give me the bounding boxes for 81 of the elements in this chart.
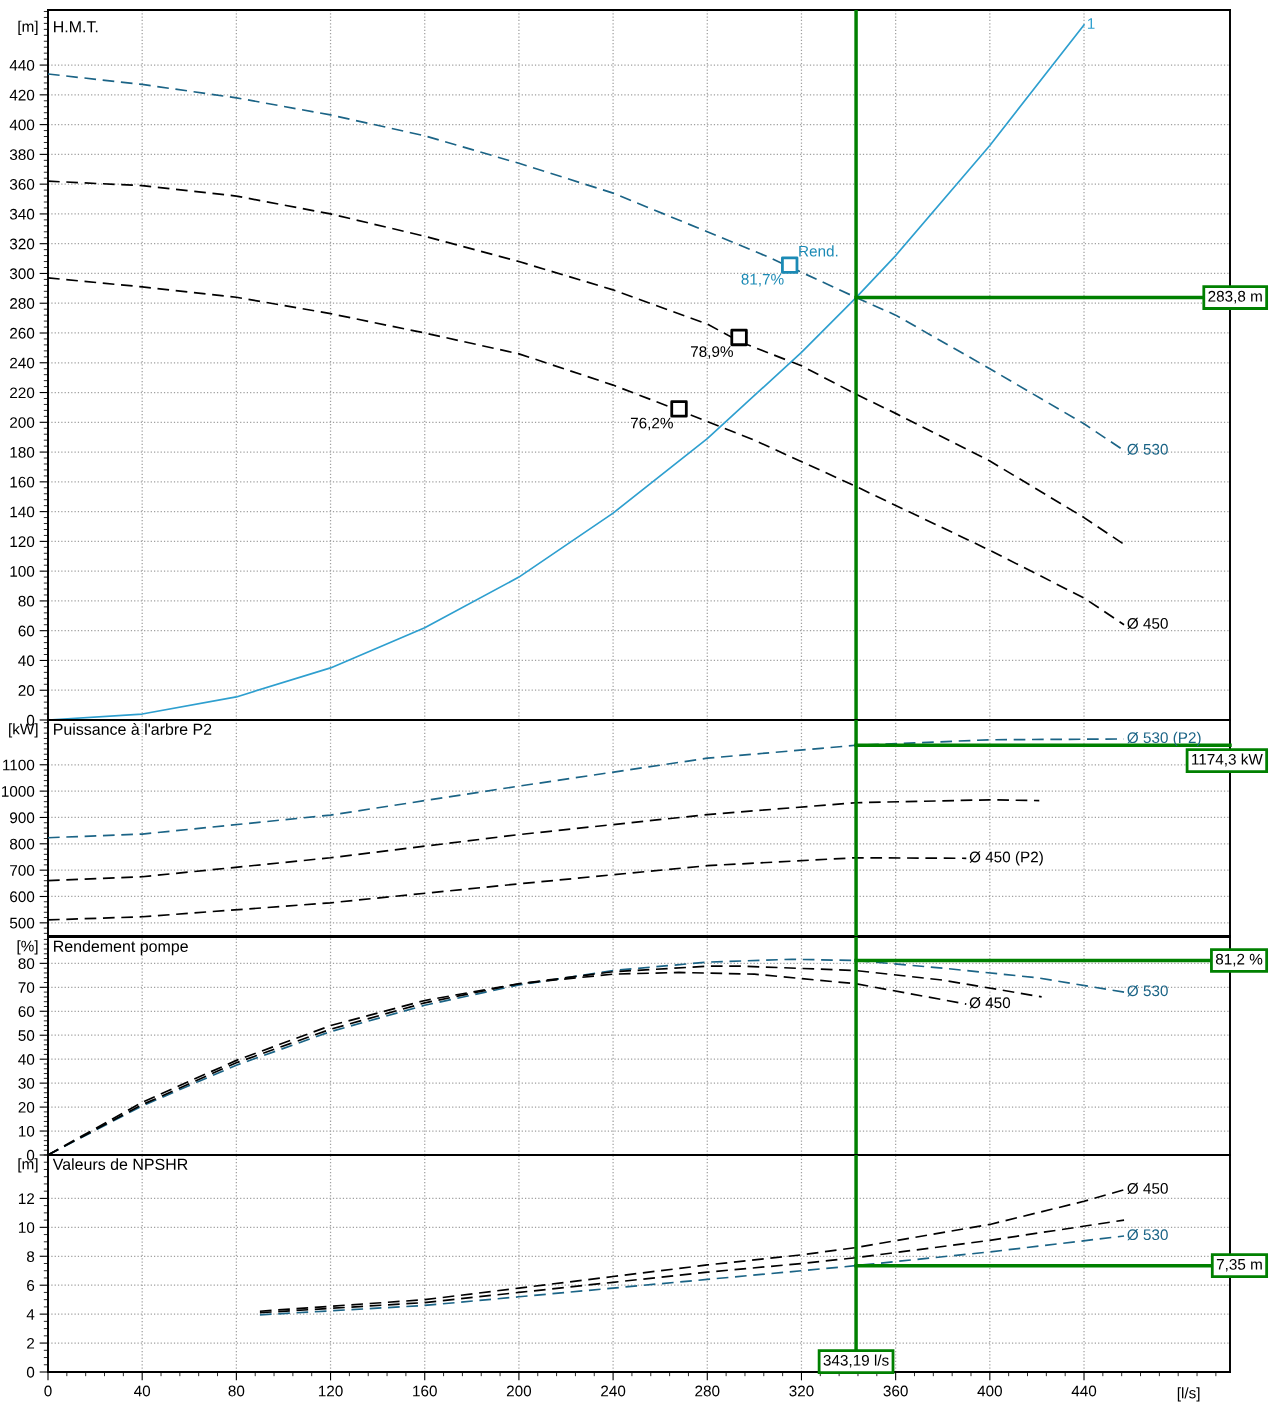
y-tick-label: 8	[26, 1251, 35, 1262]
series-label: Ø 530	[1127, 443, 1168, 455]
y-axis-title: [m]	[18, 20, 38, 35]
y-tick-label: 10	[18, 1125, 35, 1137]
y-tick-label: 280	[10, 298, 35, 309]
ref-line-label: 1174,3 kW	[1192, 753, 1263, 767]
y-tick-label: 12	[18, 1193, 35, 1204]
ref-line-label: 7,35 m	[1216, 1258, 1262, 1272]
x-tick-label: 320	[789, 1385, 814, 1397]
y-tick-label: 320	[9, 238, 35, 250]
series-label: Ø 450	[1127, 617, 1168, 630]
chart-title: Puissance à l'arbre P2	[54, 723, 212, 735]
y-tick-label: 10	[18, 1222, 35, 1234]
y-tick-label: 400	[9, 119, 35, 131]
annotation: 78,9%	[690, 346, 733, 359]
y-tick-label: 700	[10, 865, 35, 876]
annotation: 81,7%	[741, 273, 784, 287]
x-tick-label: 240	[601, 1385, 626, 1397]
y-tick-label: 20	[18, 685, 35, 696]
y-tick-label: 40	[18, 1054, 35, 1065]
x-tick-label: 0	[44, 1385, 52, 1397]
chart-title: Rendement pompe	[54, 940, 188, 956]
y-tick-label: 800	[9, 838, 35, 850]
series-label: Ø 530	[1127, 985, 1168, 997]
y-tick-label: 900	[10, 812, 35, 824]
y-tick-label: 360	[9, 179, 35, 190]
y-tick-label: 1100	[3, 759, 35, 771]
y-tick-label: 70	[18, 982, 35, 993]
ref-line-label: 81,2 %	[1215, 953, 1263, 967]
y-tick-label: 4	[26, 1309, 35, 1320]
x-tick-label: 120	[318, 1385, 343, 1397]
y-tick-label: 20	[18, 1101, 35, 1113]
y-tick-label: 80	[18, 958, 35, 970]
x-tick-label: 360	[883, 1385, 908, 1397]
series-label: Ø 450 (P2)	[969, 851, 1043, 866]
annotation: 76,2%	[630, 417, 673, 431]
y-tick-label: 80	[18, 595, 35, 607]
series-label: Ø 530 (P2)	[1127, 731, 1201, 747]
ref-line-label: 343,19 l/s	[823, 1354, 889, 1368]
y-tick-label: 300	[9, 268, 35, 280]
series-label: Ø 450	[1127, 1182, 1168, 1195]
series-label: Ø 530	[1127, 1229, 1168, 1241]
y-tick-label: 140	[10, 506, 35, 518]
y-tick-label: 160	[10, 476, 35, 488]
y-tick-label: 420	[9, 89, 35, 101]
y-tick-label: 6	[27, 1280, 35, 1291]
y-tick-label: 2	[27, 1337, 35, 1349]
y-tick-label: 1000	[1, 785, 35, 797]
y-tick-label: 440	[9, 59, 35, 71]
y-axis-title: [%]	[17, 940, 38, 955]
x-tick-label: 160	[413, 1385, 437, 1397]
y-tick-label: 40	[18, 655, 35, 667]
y-tick-label: 240	[10, 357, 35, 369]
series-label: Ø 450	[969, 997, 1011, 1009]
y-tick-label: 380	[9, 149, 35, 161]
annotation: Rend.	[799, 245, 838, 257]
y-tick-label: 200	[10, 417, 35, 428]
y-tick-label: 220	[10, 387, 35, 399]
y-tick-label: 100	[10, 566, 35, 577]
y-tick-label: 0	[26, 1366, 35, 1378]
x-axis-title: [l/s]	[1177, 1387, 1200, 1402]
series-label: 1	[1087, 18, 1095, 29]
ref-line-label: 283,8 m	[1208, 290, 1262, 304]
y-tick-label: 60	[18, 1006, 35, 1017]
x-tick-label: 200	[506, 1385, 532, 1397]
chart-title: Valeurs de NPSHR	[52, 1158, 188, 1170]
x-tick-label: 40	[134, 1385, 151, 1397]
y-tick-label: 260	[10, 327, 35, 339]
x-tick-label: 400	[977, 1385, 1002, 1397]
y-tick-label: 120	[10, 536, 35, 548]
y-tick-label: 180	[10, 446, 35, 458]
y-tick-label: 60	[18, 625, 35, 637]
y-tick-label: 30	[18, 1078, 35, 1089]
text: H.M.T.	[54, 21, 98, 33]
y-tick-label: 500	[9, 917, 35, 929]
y-tick-label: 340	[9, 208, 35, 220]
y-tick-label: 50	[18, 1030, 35, 1041]
x-tick-label: 80	[228, 1385, 245, 1397]
x-tick-label: 280	[695, 1385, 720, 1397]
x-tick-label: 440	[1071, 1385, 1097, 1397]
y-tick-label: 600	[10, 891, 35, 903]
